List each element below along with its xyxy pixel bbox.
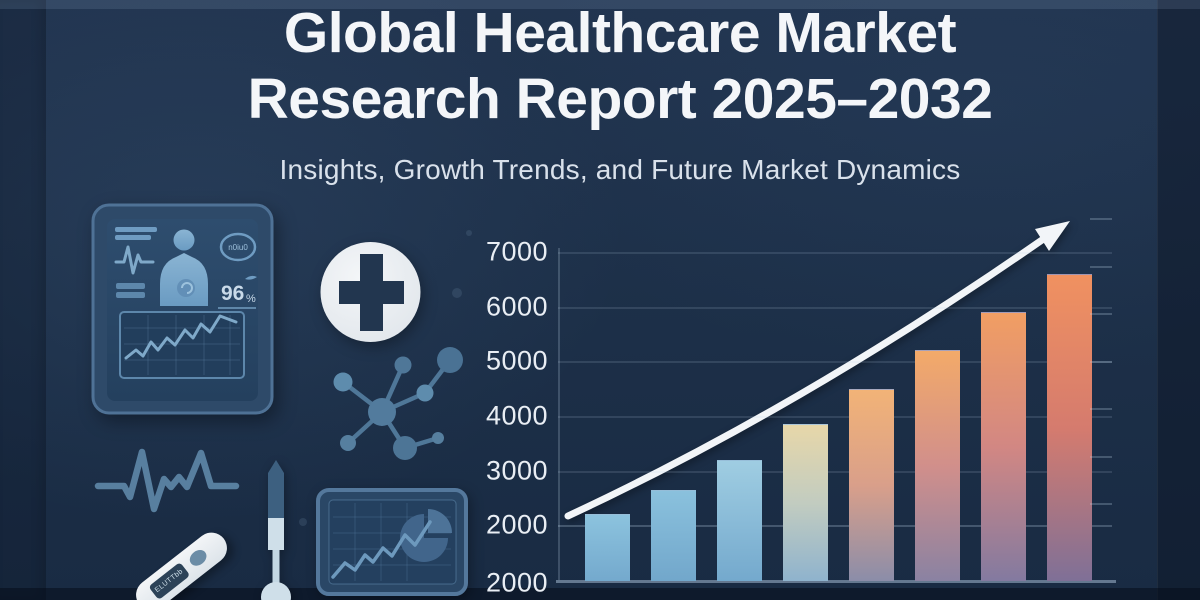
header: Global Healthcare Market Research Report…	[140, 0, 1100, 186]
spo2-reading: 96 %	[218, 275, 257, 309]
thermometer-button-icon	[186, 546, 210, 569]
bar	[651, 489, 696, 581]
y-axis-label: 5000	[486, 345, 549, 376]
y-axis-label: 2000	[486, 567, 549, 598]
tick-mark	[1090, 408, 1112, 410]
tick-mark	[1090, 218, 1112, 220]
page-title-line1: Global Healthcare Market	[283, 1, 957, 65]
bar	[783, 424, 828, 581]
bar	[849, 388, 894, 581]
leaf-glyph-icon	[245, 275, 257, 280]
svg-text:n0iu0: n0iu0	[228, 243, 248, 252]
y-axis-label: 2000	[486, 509, 549, 540]
bar	[981, 312, 1026, 581]
thermometer-icon	[261, 460, 291, 600]
tick-mark	[1090, 503, 1112, 505]
patient-silhouette-icon	[160, 229, 208, 306]
tick-mark	[1090, 313, 1112, 315]
trend-line-icon	[331, 520, 432, 579]
y-axis-line	[558, 248, 560, 580]
vital-oval-icon: n0iu0	[219, 232, 257, 262]
bar	[915, 350, 960, 581]
bar	[717, 459, 762, 581]
tick-mark	[1090, 455, 1112, 458]
cross-glyph	[339, 254, 404, 331]
digital-thermometer-icon: ELUTTbb	[129, 526, 234, 600]
trend-arrow-icon	[564, 221, 1070, 520]
gridline	[558, 470, 1112, 473]
decorative-dot	[466, 230, 472, 236]
bar	[1047, 273, 1092, 581]
gridline	[558, 306, 1112, 309]
analytics-panel-icon	[316, 488, 468, 596]
health-monitor-tablet-icon: n0iu0 96 %	[91, 203, 274, 415]
medical-cross-icon	[320, 242, 421, 342]
y-axis-label: 7000	[486, 236, 549, 267]
text-lines-icon	[115, 227, 157, 240]
x-axis-line	[556, 580, 1116, 583]
y-axis-label: 6000	[486, 291, 549, 322]
gridline	[558, 361, 1112, 364]
svg-text:96: 96	[221, 282, 244, 305]
left-edge-band	[0, 0, 46, 600]
decorative-dot	[299, 518, 307, 526]
tick-mark	[1090, 265, 1112, 268]
pie-chart-icon	[400, 509, 452, 562]
gridline	[558, 416, 1112, 418]
tick-mark	[1090, 360, 1112, 363]
right-edge-band	[1157, 0, 1200, 600]
gridline	[558, 525, 1112, 528]
ecg-trace-icon	[114, 245, 155, 275]
bar	[585, 514, 630, 581]
gridline	[558, 252, 1112, 254]
vitals-chart-icon	[119, 311, 245, 379]
page-title-line2: Research Report 2025–2032	[247, 67, 993, 131]
decorative-dot	[452, 288, 462, 298]
heartbeat-line-icon	[94, 448, 240, 513]
y-axis-label: 3000	[486, 455, 549, 486]
page-subtitle: Insights, Growth Trends, and Future Mark…	[279, 154, 961, 185]
y-axis-label: 4000	[486, 400, 549, 431]
text-lines-icon	[116, 283, 145, 298]
svg-text:%: %	[246, 293, 256, 305]
thermometer-display: ELUTTbb	[148, 562, 191, 600]
molecule-icon	[333, 347, 463, 460]
